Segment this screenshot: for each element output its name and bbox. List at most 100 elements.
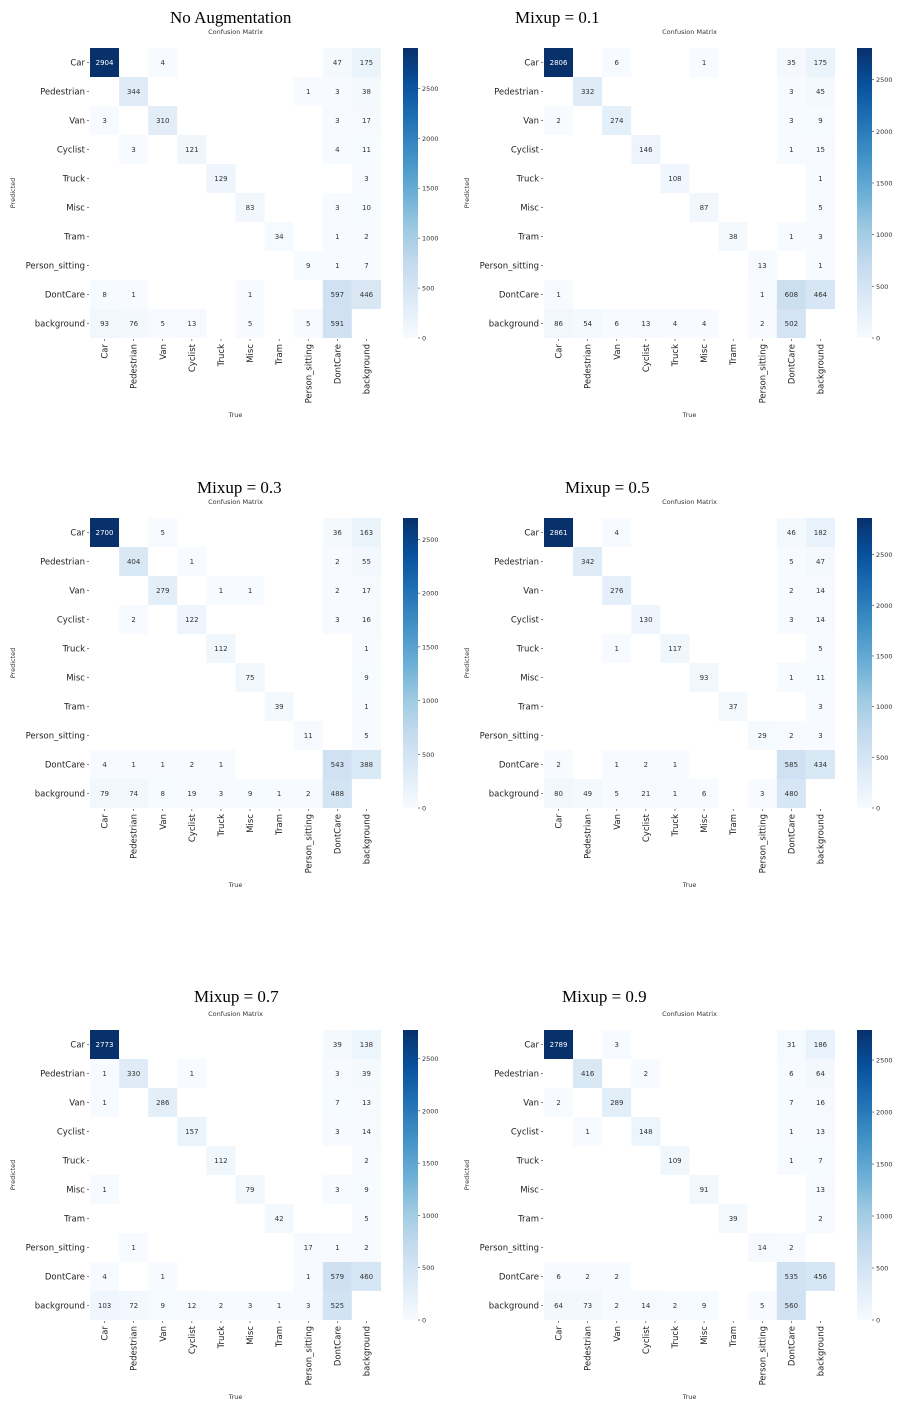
heatmap-cell — [206, 692, 236, 721]
heatmap-cell — [206, 605, 236, 634]
col-tick-label: Pedestrian — [130, 344, 140, 389]
heatmap-cell — [351, 634, 381, 663]
heatmap-cell — [573, 576, 603, 605]
cell-value-label: 91 — [700, 1186, 709, 1194]
heatmap-cell — [235, 280, 265, 309]
heatmap-cell — [351, 193, 381, 222]
heatmap-cell — [206, 164, 236, 193]
heatmap-cell — [689, 1088, 719, 1117]
heatmap-cell — [747, 1204, 777, 1233]
col-tick-label: Van — [613, 814, 623, 830]
row-tick-label: Car — [524, 59, 539, 69]
heatmap-cell — [264, 663, 294, 692]
col-tick-label: Truck — [217, 344, 227, 367]
heatmap-cell — [602, 106, 632, 135]
heatmap-cell — [206, 1262, 236, 1291]
heatmap-cell — [718, 135, 748, 164]
col-tick-label: Misc — [246, 1326, 256, 1345]
heatmap-cell — [235, 1117, 265, 1146]
cell-value-label: 2 — [789, 732, 793, 740]
cell-value-label: 79 — [100, 790, 109, 798]
cell-value-label: 3 — [818, 233, 822, 241]
heatmap-cell — [805, 280, 835, 309]
heatmap-cell — [119, 1059, 149, 1088]
col-tick-label: background — [816, 344, 826, 394]
heatmap-cell — [235, 750, 265, 779]
heatmap-cell — [177, 1059, 207, 1088]
heatmap-cell — [322, 1146, 352, 1175]
heatmap-cell — [90, 193, 120, 222]
heatmap-cell — [602, 779, 632, 808]
heatmap-cell — [631, 77, 661, 106]
cell-value-label: 2 — [556, 117, 560, 125]
heatmap-cell — [322, 1262, 352, 1291]
cell-value-label: 5 — [615, 790, 619, 798]
col-tick-label: Cyclist — [642, 813, 652, 842]
cell-value-label: 87 — [700, 204, 709, 212]
heatmap-cell — [544, 1117, 574, 1146]
cell-value-label: 73 — [583, 1302, 592, 1310]
cell-value-label: 130 — [639, 616, 652, 624]
heatmap-cell — [689, 193, 719, 222]
heatmap-cell — [544, 1059, 574, 1088]
cell-value-label: 434 — [814, 761, 828, 769]
cell-value-label: 2 — [615, 1273, 619, 1281]
heatmap-cell — [119, 1117, 149, 1146]
heatmap-cell — [602, 309, 632, 338]
heatmap-cell — [544, 547, 574, 576]
x-axis-title: True — [228, 1393, 243, 1401]
heatmap-cell — [235, 721, 265, 750]
cell-value-label: 17 — [362, 117, 371, 125]
heatmap-cell — [660, 280, 690, 309]
cell-value-label: 2 — [760, 320, 764, 328]
heatmap-cell — [805, 1291, 835, 1320]
heatmap-cell — [805, 576, 835, 605]
confusion-matrix-panel-mixup-0-5: Mixup = 0.5 Confusion Matrix 2861 4 46 182 34… — [454, 470, 908, 900]
cell-value-label: 330 — [127, 1070, 140, 1078]
heatmap-cell — [293, 547, 323, 576]
heatmap-cell — [660, 547, 690, 576]
cell-value-label: 535 — [785, 1273, 798, 1281]
heatmap-cell — [776, 518, 806, 547]
cell-value-label: 2 — [335, 587, 339, 595]
heatmap-cell — [776, 222, 806, 251]
colorbar-tick-label: 2500 — [876, 551, 893, 559]
heatmap-cell — [322, 692, 352, 721]
row-tick-label: Car — [70, 59, 85, 69]
cell-value-label: 93 — [100, 320, 109, 328]
row-tick-label: Misc — [520, 204, 539, 214]
heatmap-cell — [206, 1175, 236, 1204]
heatmap-cell — [718, 721, 748, 750]
row-tick-label: Misc — [520, 674, 539, 684]
cell-value-label: 1 — [789, 1128, 793, 1136]
heatmap-cell — [805, 663, 835, 692]
heatmap-cell — [119, 193, 149, 222]
heatmap-cell — [264, 634, 294, 663]
col-tick-label: Truck — [671, 344, 681, 367]
y-axis-title: Predicted — [9, 1160, 17, 1191]
row-tick-label: Pedestrian — [40, 1070, 85, 1080]
cell-value-label: 47 — [333, 59, 342, 67]
cell-value-label: 86 — [554, 320, 563, 328]
heatmap-cell — [747, 605, 777, 634]
row-tick-label: Person_sitting — [480, 732, 539, 742]
heatmap-cell — [544, 1175, 574, 1204]
cell-value-label: 289 — [610, 1099, 623, 1107]
row-tick-label: DontCare — [45, 761, 85, 771]
chart-subtitle: Confusion Matrix — [662, 1010, 717, 1018]
heatmap-cell — [573, 1233, 603, 1262]
cell-value-label: 122 — [185, 616, 198, 624]
heatmap-cell — [805, 1175, 835, 1204]
heatmap-cell — [351, 721, 381, 750]
heatmap-cell — [660, 634, 690, 663]
heatmap-cell — [293, 48, 323, 77]
row-tick-label: Car — [70, 1041, 85, 1051]
heatmap-cell — [177, 576, 207, 605]
heatmap-cell — [90, 1146, 120, 1175]
cell-value-label: 446 — [360, 291, 374, 299]
cell-value-label: 186 — [814, 1041, 828, 1049]
heatmap-cell — [235, 1030, 265, 1059]
cell-value-label: 2 — [644, 761, 648, 769]
cell-value-label: 1 — [789, 674, 793, 682]
x-axis-title: True — [682, 411, 697, 419]
